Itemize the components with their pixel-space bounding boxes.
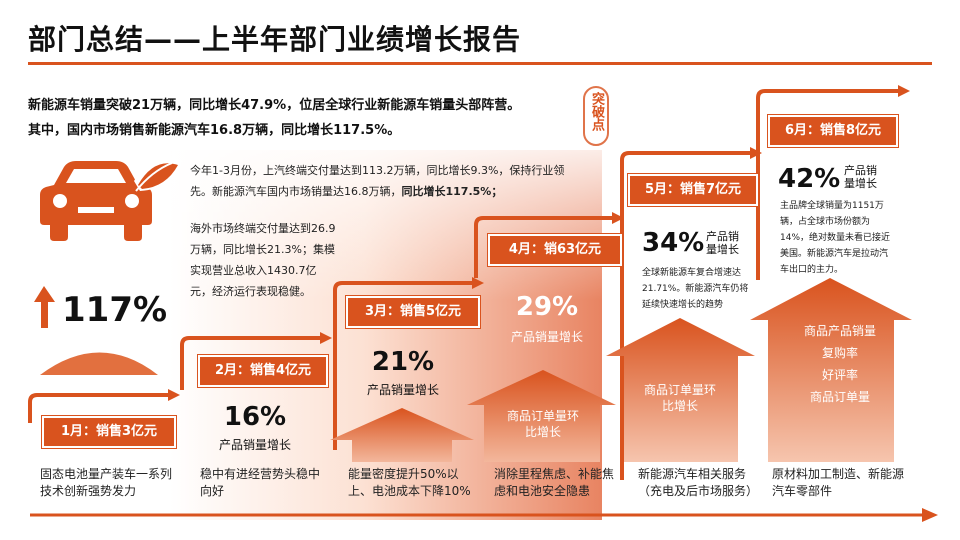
month-6-bottom: 原材料加工制造、新能源汽车零部件 xyxy=(772,467,905,498)
month-3-label: 3月：销售5亿元 xyxy=(346,296,480,328)
page-title: 部门总结——上半年部门业绩增长报告 xyxy=(28,23,522,56)
month-5-arrow-text: 商品订单量环比增长 xyxy=(643,383,716,413)
month-3-pct: 21% xyxy=(371,347,435,377)
hero-paragraph-1: 今年1-3月份，上汽终端交付量达到113.2万辆，同比增长9.3%，保持行业领先… xyxy=(190,160,582,202)
month-6-pct-label: 产品销量增长 xyxy=(844,164,877,190)
month-1-bottom: 固态电池量产装车一系列技术创新强势发力 xyxy=(40,467,173,498)
step-arrowheads xyxy=(168,85,910,401)
month-2-label: 2月：销售4亿元 xyxy=(198,355,328,387)
month-2-pct: 16% xyxy=(223,402,287,432)
month-4-bottom: 消除里程焦虑、补能焦虑和电池安全隐患 xyxy=(494,467,615,498)
month-4-pct: 29% xyxy=(515,292,579,322)
month-5-pct: 34% xyxy=(642,228,705,258)
month-3-bottom: 能量密度提升50%以上、电池成本下降10% xyxy=(348,467,471,498)
month-6-arrow-item: 商品产品销量 xyxy=(803,324,876,338)
month-6-label: 6月：销售8亿元 xyxy=(768,115,898,147)
title-underline xyxy=(28,62,932,65)
baseline-arrow xyxy=(30,508,938,522)
arrow-shape-5 xyxy=(606,318,755,462)
intro-line-2: 其中，国内市场销售新能源汽车16.8万辆，同比增长117.5%。 xyxy=(28,123,401,138)
hero-value: 117% xyxy=(62,290,168,330)
intro-line-1: 新能源车销量突破21万辆，同比增长47.9%，位居全球行业新能源车销量头部阵营。 xyxy=(28,98,521,113)
month-6-pct: 42% xyxy=(778,164,841,194)
month-3-pct-label: 产品销量增长 xyxy=(366,383,439,397)
step-lines xyxy=(28,89,900,480)
hero-paragraph-1-text: 今年1-3月份，上汽终端交付量达到113.2万辆，同比增长9.3%，保持行业领先… xyxy=(190,164,565,198)
month-2-bottom: 稳中有进经营势头稳中向好 xyxy=(200,467,321,498)
month-4-pct-label: 产品销量增长 xyxy=(510,330,583,344)
month-6-arrow-item: 商品订单量 xyxy=(809,390,870,404)
breakthrough-callout: 突破点 xyxy=(583,86,609,146)
hero-paragraph-1-bold: 同比增长117.5%； xyxy=(401,185,503,198)
month-1-label: 1月：销售3亿元 xyxy=(42,416,176,448)
month-6-arrow-list: 商品产品销量 复购率 好评率 商品订单量 xyxy=(786,320,894,408)
month-2-pct-label: 产品销量增长 xyxy=(218,438,291,452)
callout-text: 突破点 xyxy=(589,92,604,131)
month-5-label: 5月：销售7亿元 xyxy=(628,174,758,206)
month-4-label: 4月：销63亿元 xyxy=(488,234,622,266)
month-5-note: 全球新能源车复合增速达21.71%。新能源汽车仍将延续快速增长的趋势 xyxy=(642,268,749,310)
month-5-pct-label: 产品销量增长 xyxy=(706,230,739,256)
hero-paragraph-2: 海外市场终端交付量达到26.9万辆，同比增长21.3%；集模实现营业总收入143… xyxy=(190,222,336,298)
hero-semicircle xyxy=(40,352,158,375)
arrow-shape-6 xyxy=(750,278,912,462)
month-6-arrow-item: 好评率 xyxy=(821,368,858,382)
arrow-shape-4 xyxy=(467,370,616,462)
month-4-arrow-text: 商品订单量环比增长 xyxy=(506,409,579,439)
month-6-note: 主品牌全球销量为1151万辆，占全球市场份额为14%，绝对数量未看已接近美国。新… xyxy=(780,201,891,275)
month-6-arrow-item: 复购率 xyxy=(821,346,858,360)
arrow-shape-3 xyxy=(330,408,474,462)
car-leaf-icon xyxy=(40,157,182,241)
up-arrow-icon xyxy=(34,286,55,328)
highlight-fade xyxy=(172,150,602,300)
month-5-bottom: 新能源汽车相关服务（充电及后市场服务） xyxy=(638,467,759,498)
